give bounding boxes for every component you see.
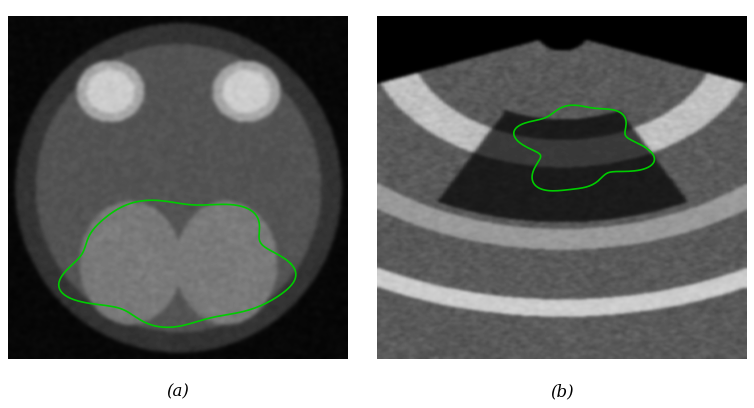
Text: (b): (b): [550, 383, 574, 400]
Text: (a): (a): [166, 383, 188, 400]
